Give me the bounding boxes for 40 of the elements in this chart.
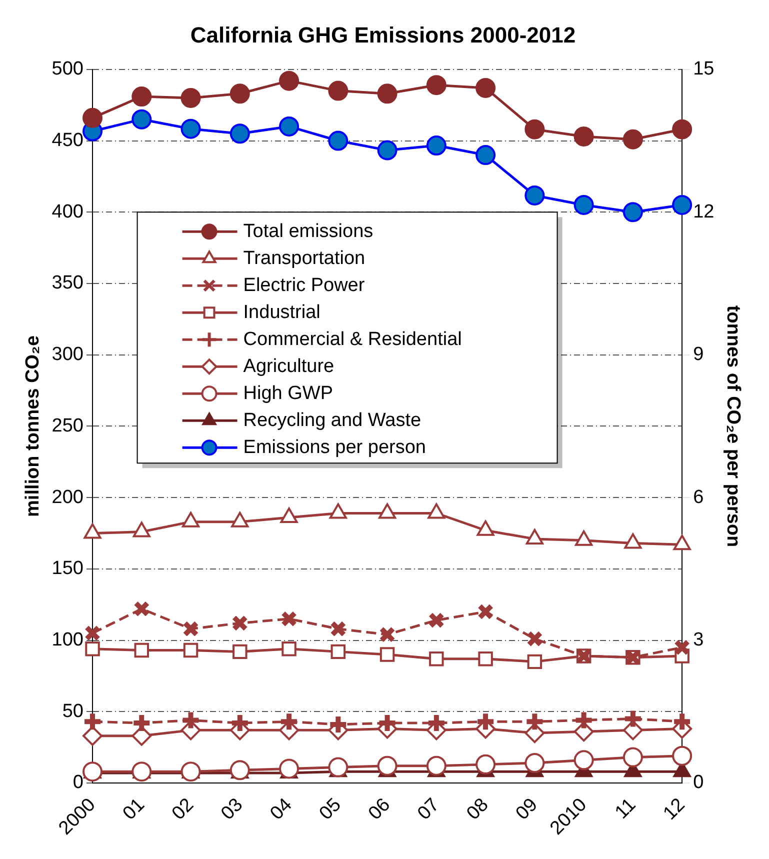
y2-tick-label: 0: [693, 772, 704, 794]
y2-tick-label: 3: [693, 630, 704, 651]
legend-label: Total emissions: [243, 220, 374, 242]
x-tick-label: 04: [266, 794, 297, 824]
x-tick-label: 03: [217, 794, 248, 824]
x-tick-label: 02: [168, 794, 198, 824]
x-tick-label: 05: [316, 794, 346, 824]
x-tick-label: 08: [462, 794, 493, 824]
x-tick-label: 06: [364, 794, 395, 824]
x-tick-label: 12: [660, 794, 690, 824]
y-tick-label: 50: [62, 700, 84, 722]
y2-tick-label: 9: [693, 344, 704, 366]
legend-label: Commercial & Residential: [243, 328, 462, 350]
legend-label: Recycling and Waste: [243, 410, 422, 431]
x-tick-label: 09: [512, 794, 542, 824]
y-tick-label: 500: [52, 58, 84, 80]
y-tick-label: 450: [52, 130, 84, 151]
y-tick-label: 200: [52, 486, 84, 508]
y2-tick-label: 15: [693, 58, 714, 80]
legend-label: Agriculture: [243, 356, 334, 377]
y2-tick-label: 6: [693, 486, 704, 508]
x-tick-label: 11: [611, 794, 640, 824]
y-tick-label: 0: [72, 772, 84, 794]
legend-label: High GWP: [243, 382, 334, 404]
legend-label: Industrial: [243, 302, 320, 323]
y-tick-label: 100: [52, 630, 84, 651]
legend-label: Transportation: [243, 248, 366, 269]
chart-title: California GHG Emissions 2000-2012: [190, 22, 576, 48]
x-tick-label: 07: [414, 794, 444, 824]
y-tick-label: 350: [52, 272, 84, 294]
y-tick-label: 150: [52, 558, 84, 580]
legend-label: Electric Power: [243, 274, 366, 296]
y-tick-label: 400: [52, 201, 84, 222]
y-tick-label: 250: [52, 415, 84, 436]
y-axis-title: million tonnes CO₂e: [22, 335, 44, 517]
y2-axis-title: tonnes of CO₂e per person: [722, 305, 744, 548]
y2-tick-label: 12: [693, 201, 714, 222]
legend-label: Emissions per person: [243, 436, 426, 458]
x-tick-label: 01: [119, 794, 149, 824]
y-tick-label: 300: [52, 344, 84, 366]
